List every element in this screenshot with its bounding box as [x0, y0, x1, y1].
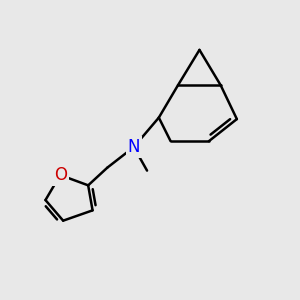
Text: O: O: [54, 166, 67, 184]
Text: N: N: [128, 138, 140, 156]
